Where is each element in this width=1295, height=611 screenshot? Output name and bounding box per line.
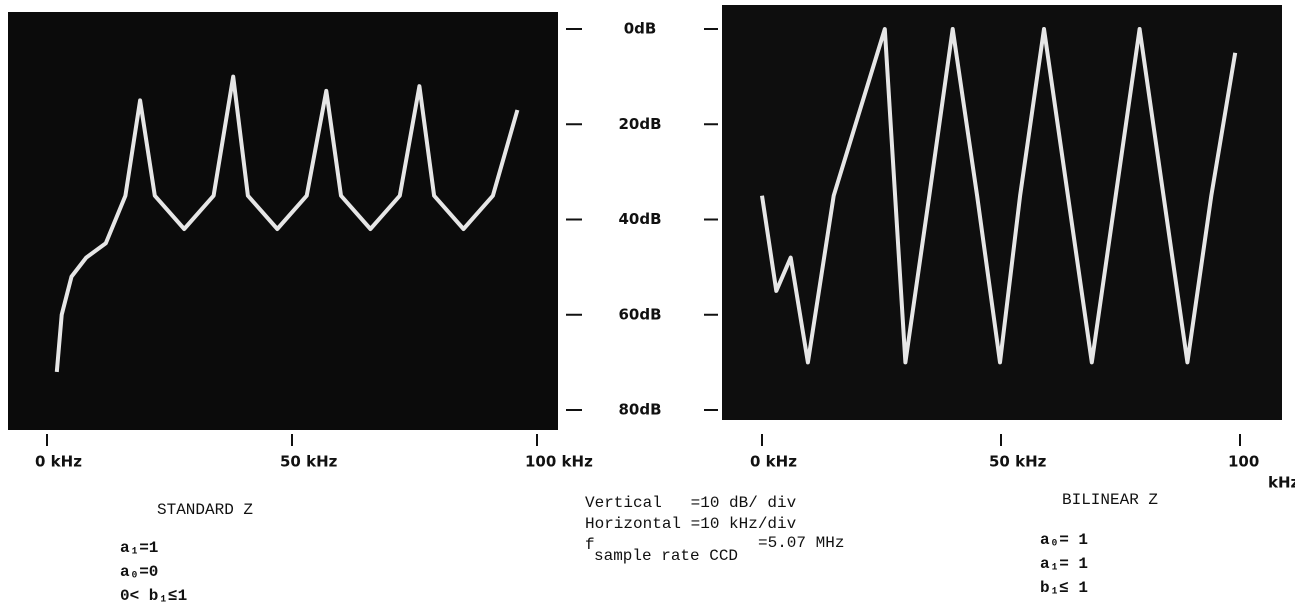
x-tick-label: 0 kHz [750,453,797,471]
x-axis-label: kHz [1268,474,1295,492]
x-tick-label: 100 [1228,453,1259,471]
rate-subscript: sample rate CCD [594,547,738,565]
param: a₀= 1 [1040,531,1088,549]
panel-title: BILINEAR Z [1062,491,1158,509]
rate-value: =5.07 MHz [758,534,844,552]
y-tick-label: 60dB [618,305,661,323]
param: a₁=1 [120,539,158,557]
y-tick-label: 40dB [618,210,661,228]
param: a₁= 1 [1040,555,1088,573]
panel-title: STANDARD Z [157,501,253,519]
y-tick-label: 80dB [618,401,661,419]
x-tick-label: 50 kHz [280,453,338,471]
note: Horizontal =10 kHz/div [585,515,797,533]
x-tick-label: 100 kHz [525,453,593,471]
x-tick-label: 0 kHz [35,453,82,471]
y-tick-label: 20dB [618,115,661,133]
note: Vertical =10 dB/ div [585,494,797,512]
param: 0< b₁≤1 [120,587,187,605]
param: b₁≤ 1 [1040,579,1088,597]
y-tick-label: 0dB [624,20,657,38]
figure: Vertical =10 dB/ div Horizontal =10 kHz/… [0,0,1295,611]
x-tick-label: 50 kHz [989,453,1047,471]
param: a₀=0 [120,563,158,581]
page: {"chart_data": [ {"type": "line", "title… [0,0,1295,611]
